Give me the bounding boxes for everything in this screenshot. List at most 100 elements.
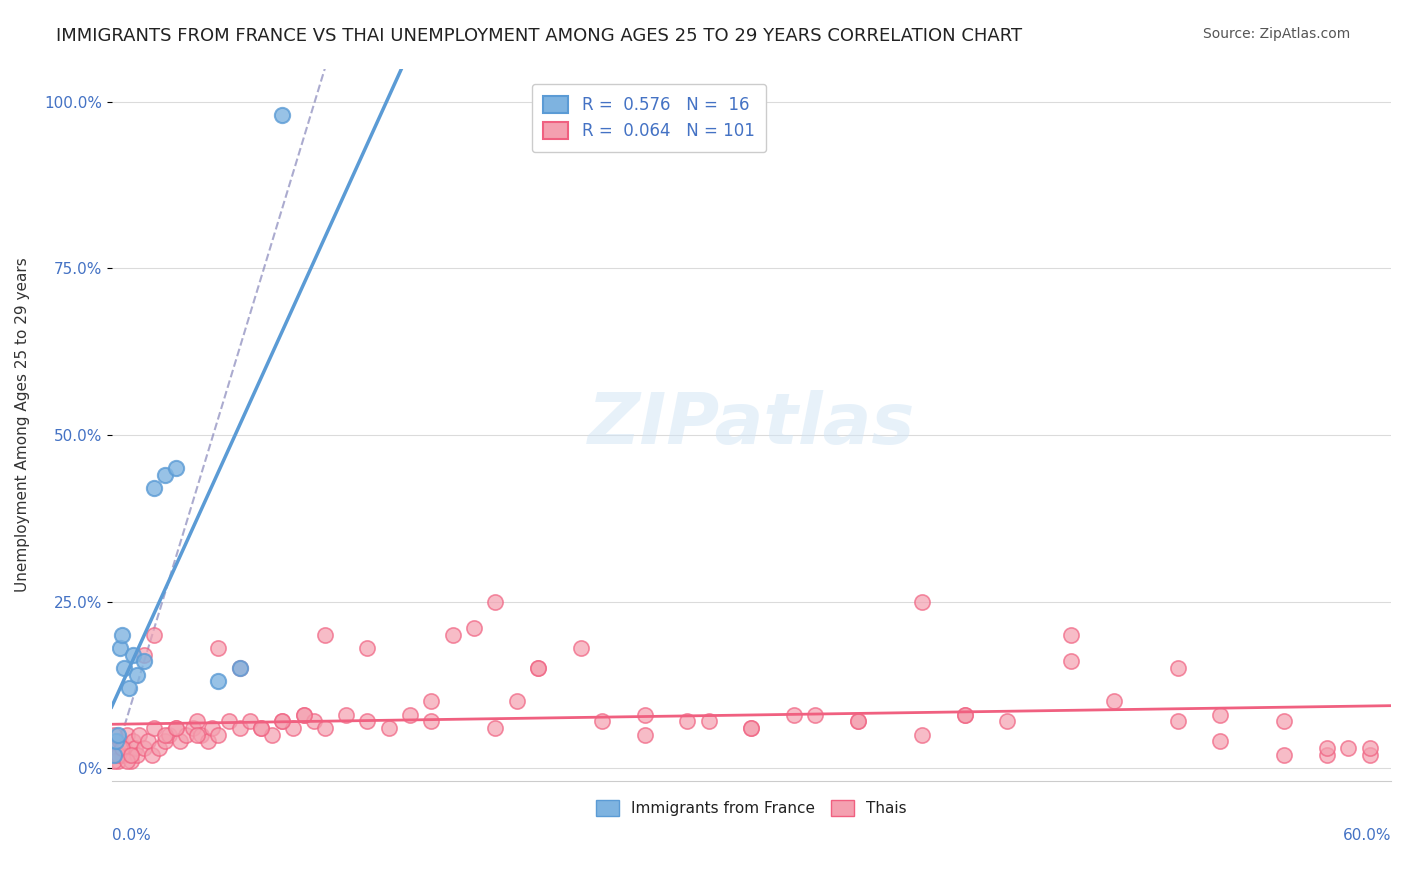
Point: [197, 734, 219, 748]
Point: [292, 707, 315, 722]
Point: [201, 721, 224, 735]
Point: [111, 747, 134, 762]
Point: [122, 734, 145, 748]
Point: [181, 721, 204, 735]
Point: [122, 648, 145, 662]
Point: [1209, 707, 1232, 722]
Point: [228, 661, 250, 675]
Point: [1358, 741, 1381, 756]
Point: [1274, 714, 1296, 729]
Point: [1060, 628, 1083, 642]
Point: [1060, 655, 1083, 669]
Point: [676, 714, 699, 729]
Y-axis label: Unemployment Among Ages 25 to 29 years: Unemployment Among Ages 25 to 29 years: [15, 258, 30, 592]
Point: [1316, 741, 1339, 756]
Point: [1209, 734, 1232, 748]
Point: [111, 741, 134, 756]
Point: [314, 628, 336, 642]
Point: [127, 667, 149, 681]
Point: [103, 755, 125, 769]
Point: [120, 755, 142, 769]
Point: [148, 741, 170, 756]
Point: [484, 594, 506, 608]
Point: [846, 714, 869, 729]
Point: [115, 728, 138, 742]
Point: [174, 728, 197, 742]
Point: [104, 741, 127, 756]
Point: [1358, 747, 1381, 762]
Point: [302, 714, 325, 729]
Point: [107, 755, 129, 769]
Point: [281, 721, 304, 735]
Point: [218, 714, 240, 729]
Point: [911, 728, 934, 742]
Point: [165, 721, 187, 735]
Point: [239, 714, 262, 729]
Point: [111, 628, 134, 642]
Point: [207, 728, 229, 742]
Point: [783, 707, 806, 722]
Point: [271, 108, 294, 122]
Point: [207, 641, 229, 656]
Point: [136, 734, 159, 748]
Point: [1316, 747, 1339, 762]
Text: Source: ZipAtlas.com: Source: ZipAtlas.com: [1202, 27, 1350, 41]
Point: [634, 728, 657, 742]
Point: [127, 747, 149, 762]
Point: [103, 728, 125, 742]
Point: [143, 628, 166, 642]
Point: [118, 681, 141, 695]
Point: [157, 728, 180, 742]
Point: [1167, 661, 1189, 675]
Point: [132, 648, 155, 662]
Point: [186, 714, 208, 729]
Point: [506, 694, 529, 708]
Point: [463, 621, 485, 635]
Point: [104, 734, 127, 748]
Point: [953, 707, 976, 722]
Point: [228, 661, 250, 675]
Point: [132, 655, 155, 669]
Point: [190, 728, 212, 742]
Point: [250, 721, 273, 735]
Point: [292, 707, 315, 722]
Text: 60.0%: 60.0%: [1343, 828, 1391, 843]
Point: [527, 661, 550, 675]
Point: [108, 641, 131, 656]
Point: [953, 707, 976, 722]
Point: [527, 661, 550, 675]
Point: [141, 747, 163, 762]
Text: IMMIGRANTS FROM FRANCE VS THAI UNEMPLOYMENT AMONG AGES 25 TO 29 YEARS CORRELATIO: IMMIGRANTS FROM FRANCE VS THAI UNEMPLOYM…: [56, 27, 1022, 45]
Point: [740, 721, 762, 735]
Point: [207, 674, 229, 689]
Point: [118, 747, 141, 762]
Point: [1167, 714, 1189, 729]
Point: [120, 747, 142, 762]
Text: ZIPatlas: ZIPatlas: [588, 391, 915, 459]
Point: [420, 694, 443, 708]
Point: [112, 741, 135, 756]
Point: [356, 714, 378, 729]
Point: [250, 721, 273, 735]
Point: [115, 755, 138, 769]
Point: [356, 641, 378, 656]
Point: [911, 594, 934, 608]
Point: [634, 707, 657, 722]
Point: [441, 628, 464, 642]
Point: [420, 714, 443, 729]
Point: [108, 734, 131, 748]
Point: [995, 714, 1018, 729]
Point: [399, 707, 422, 722]
Point: [697, 714, 720, 729]
Point: [484, 721, 506, 735]
Point: [165, 721, 187, 735]
Point: [143, 721, 166, 735]
Point: [153, 728, 176, 742]
Point: [1274, 747, 1296, 762]
Point: [1102, 694, 1125, 708]
Point: [228, 721, 250, 735]
Point: [165, 461, 187, 475]
Point: [153, 734, 176, 748]
Point: [846, 714, 869, 729]
Point: [128, 728, 150, 742]
